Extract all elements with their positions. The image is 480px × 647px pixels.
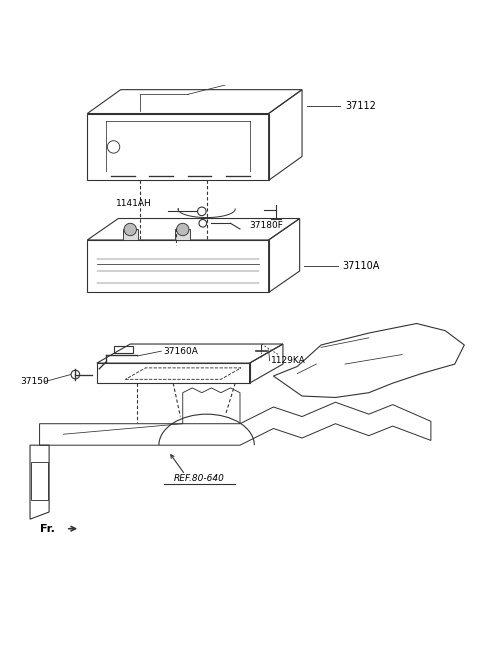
Text: REF.80-640: REF.80-640 [174,474,225,483]
Circle shape [177,223,189,236]
Text: 37112: 37112 [345,102,376,111]
Text: 37150: 37150 [21,377,49,386]
Text: 37110A: 37110A [343,261,380,271]
Circle shape [124,223,136,236]
Text: 1129KA: 1129KA [271,356,306,365]
Text: 37160A: 37160A [164,347,199,356]
Text: 1141AH: 1141AH [116,199,152,208]
Text: 37180F: 37180F [250,221,283,230]
Text: Fr.: Fr. [39,523,54,534]
Polygon shape [122,230,138,240]
Polygon shape [175,230,191,240]
